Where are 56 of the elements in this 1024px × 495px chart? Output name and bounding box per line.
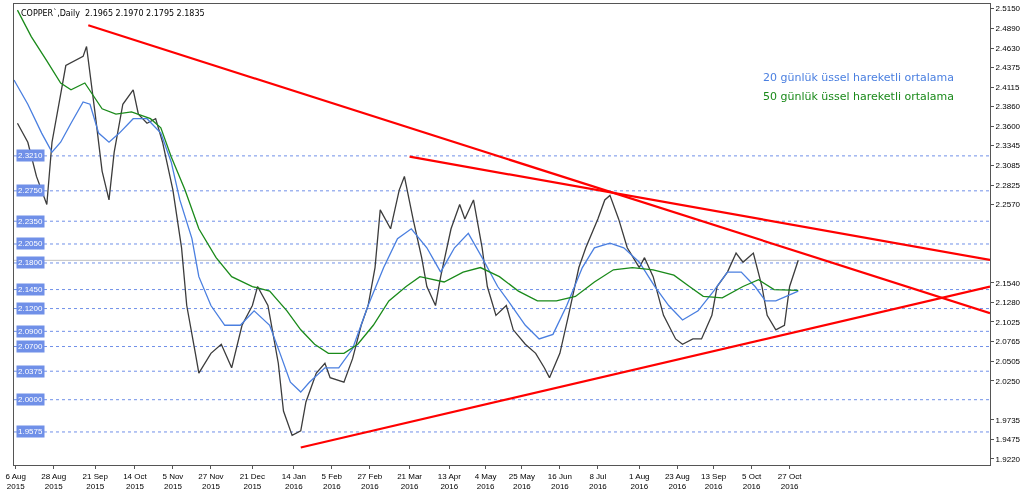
- ref-line-label: 2.0900: [18, 327, 44, 336]
- y-tick-label: 2.3600: [995, 122, 1021, 132]
- y-tick-label: 2.4890: [995, 24, 1021, 34]
- x-tick-label: 13 Sep 2016: [700, 471, 727, 491]
- y-tick-label: 2.2825: [995, 180, 1021, 190]
- y-tick-label: 1.9220: [995, 454, 1021, 464]
- y-tick-label: 1.9735: [995, 415, 1021, 425]
- text: COPPER`,Daily 2.1965 2.1970 2.1795 2.1835: [21, 8, 205, 18]
- y-tick-label: 2.3345: [995, 141, 1021, 151]
- ref-line-label: 2.2750: [18, 186, 44, 195]
- x-tick-label: 28 Aug 2015: [41, 471, 67, 491]
- x-tick-label: 5 Nov 2015: [162, 471, 184, 491]
- x-tick-label: 8 Jul 2016: [588, 471, 608, 491]
- x-tick-label: 14 Oct 2015: [123, 471, 148, 491]
- ref-line-label: 2.1450: [18, 285, 44, 294]
- y-tick-label: 2.1540: [995, 278, 1021, 288]
- ref-line-label: 2.0700: [18, 342, 44, 351]
- ref-line-label: 2.2050: [18, 239, 44, 248]
- x-tick-label: 1 Aug 2016: [629, 471, 650, 491]
- x-tick-label: 14 Jan 2016: [281, 471, 306, 491]
- y-tick-label: 2.0250: [995, 376, 1021, 386]
- x-tick-label: 27 Feb 2016: [357, 471, 383, 491]
- x-tick-label: 5 Feb 2016: [321, 471, 343, 491]
- y-tick-label: 2.2570: [995, 200, 1021, 210]
- x-tick-label: 21 Mar 2016: [397, 471, 423, 491]
- ref-line-label: 2.1200: [18, 304, 44, 313]
- x-tick-label: 25 May 2016: [508, 471, 535, 491]
- y-tick-label: 2.4375: [995, 63, 1021, 73]
- y-tick-label: 2.0505: [995, 357, 1021, 367]
- x-tick-label: 6 Aug 2015: [5, 471, 26, 491]
- x-tick-label: 21 Sep 2015: [82, 471, 109, 491]
- y-tick-label: 2.3860: [995, 102, 1021, 112]
- ref-line-label: 2.2350: [18, 217, 44, 226]
- ref-line-label: 1.9575: [18, 427, 44, 436]
- ref-line-label: 2.1800: [18, 258, 44, 267]
- ref-line-label: 2.0375: [18, 367, 44, 376]
- x-tick-label: 21 Dec 2015: [239, 471, 266, 491]
- x-tick-label: 27 Nov 2015: [198, 471, 224, 491]
- y-tick-label: 2.3085: [995, 161, 1021, 171]
- x-tick-label: 13 Apr 2016: [437, 471, 462, 491]
- y-tick-label: 1.9475: [995, 435, 1021, 445]
- text: 50 günlük üssel hareketli ortalama: [763, 90, 955, 103]
- text: 20 günlük üssel hareketli ortalama: [763, 71, 955, 84]
- ref-line-label: 2.0000: [18, 395, 44, 404]
- y-tick-label: 2.0765: [995, 337, 1021, 347]
- y-tick-label: 2.5150: [995, 4, 1021, 14]
- ref-line-label: 2.3210: [18, 151, 44, 160]
- y-tick-label: 2.1025: [995, 317, 1021, 327]
- y-tick-label: 2.4115: [995, 82, 1021, 92]
- x-tick-label: 16 Jun 2016: [547, 471, 572, 491]
- x-tick-label: 27 Oct 2016: [777, 471, 803, 491]
- x-tick-label: 4 May 2016: [474, 471, 497, 491]
- x-tick-label: 23 Aug 2016: [664, 471, 690, 491]
- y-tick-label: 2.1280: [995, 298, 1021, 308]
- y-tick-label: 2.4630: [995, 43, 1021, 53]
- x-tick-label: 5 Oct 2016: [742, 471, 762, 491]
